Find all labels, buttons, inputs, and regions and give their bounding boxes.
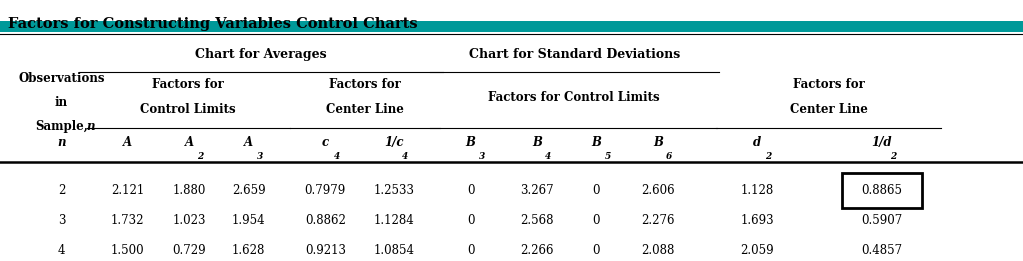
Text: 0: 0: [592, 184, 601, 197]
Text: B: B: [532, 136, 542, 149]
Text: B: B: [653, 136, 663, 149]
Text: B: B: [591, 136, 602, 149]
Bar: [0, 21, 1023, 32]
Text: 2: 2: [765, 152, 771, 161]
Text: 3: 3: [257, 152, 263, 161]
Text: 0.4857: 0.4857: [861, 244, 902, 257]
Bar: [842, 173, 922, 208]
Text: 1/d: 1/d: [872, 136, 892, 149]
Text: 0: 0: [592, 244, 601, 257]
Text: 1.2533: 1.2533: [373, 184, 414, 197]
Text: 2: 2: [57, 184, 65, 197]
Text: 0: 0: [466, 184, 475, 197]
Text: Control Limits: Control Limits: [140, 103, 236, 116]
Text: Sample,: Sample,: [35, 120, 88, 133]
Text: Observations: Observations: [18, 72, 104, 85]
Text: 1.0854: 1.0854: [373, 244, 414, 257]
Text: 0.9213: 0.9213: [305, 244, 346, 257]
Text: Chart for Averages: Chart for Averages: [195, 48, 326, 61]
Text: 0: 0: [466, 244, 475, 257]
Text: 1.693: 1.693: [741, 214, 773, 227]
Text: n: n: [87, 120, 95, 133]
Text: 2: 2: [197, 152, 204, 161]
Text: 2.088: 2.088: [641, 244, 674, 257]
Text: 2.276: 2.276: [641, 214, 674, 227]
Text: 4: 4: [333, 152, 340, 161]
Text: 2.121: 2.121: [112, 184, 144, 197]
Text: Factors for: Factors for: [793, 78, 864, 91]
Text: 1/c: 1/c: [384, 136, 404, 149]
Text: 2.059: 2.059: [741, 244, 773, 257]
Text: 2.266: 2.266: [521, 244, 553, 257]
Text: Factors for Control Limits: Factors for Control Limits: [488, 91, 659, 104]
Text: Center Line: Center Line: [790, 103, 868, 116]
Text: 6: 6: [666, 152, 672, 161]
Text: Factors for: Factors for: [328, 78, 401, 91]
Text: 0.8862: 0.8862: [305, 214, 346, 227]
Text: 3: 3: [57, 214, 65, 227]
Text: Chart for Standard Deviations: Chart for Standard Deviations: [469, 48, 680, 61]
Text: B: B: [465, 136, 476, 149]
Text: 2.659: 2.659: [232, 184, 265, 197]
Text: 1.500: 1.500: [112, 244, 144, 257]
Text: 1.1284: 1.1284: [373, 214, 414, 227]
Text: 0.8865: 0.8865: [861, 184, 902, 197]
Text: 2: 2: [890, 152, 896, 161]
Text: 0.729: 0.729: [173, 244, 206, 257]
Text: 1.880: 1.880: [173, 184, 206, 197]
Text: A: A: [124, 136, 132, 149]
Text: A: A: [244, 136, 253, 149]
Text: 0.5907: 0.5907: [861, 214, 902, 227]
Text: 1.954: 1.954: [232, 214, 265, 227]
Text: 1.023: 1.023: [173, 214, 206, 227]
Text: Center Line: Center Line: [325, 103, 404, 116]
Text: 2.606: 2.606: [641, 184, 674, 197]
Text: d: d: [753, 136, 761, 149]
Text: n: n: [57, 136, 65, 149]
Text: 1.128: 1.128: [741, 184, 773, 197]
Text: 1.628: 1.628: [232, 244, 265, 257]
Text: A: A: [185, 136, 193, 149]
Text: 2.568: 2.568: [521, 214, 553, 227]
Text: 5: 5: [605, 152, 611, 161]
Text: c: c: [322, 136, 328, 149]
Text: 1.732: 1.732: [112, 214, 144, 227]
Text: 3: 3: [479, 152, 485, 161]
Text: 0: 0: [466, 214, 475, 227]
Text: 4: 4: [57, 244, 65, 257]
Text: 0.7979: 0.7979: [305, 184, 346, 197]
Text: Factors for Constructing Variables Control Charts: Factors for Constructing Variables Contr…: [8, 17, 417, 31]
Text: 3.267: 3.267: [521, 184, 553, 197]
Text: Factors for: Factors for: [152, 78, 224, 91]
Text: in: in: [55, 96, 68, 109]
Text: 0: 0: [592, 214, 601, 227]
Text: 4: 4: [402, 152, 408, 161]
Text: 4: 4: [545, 152, 551, 161]
